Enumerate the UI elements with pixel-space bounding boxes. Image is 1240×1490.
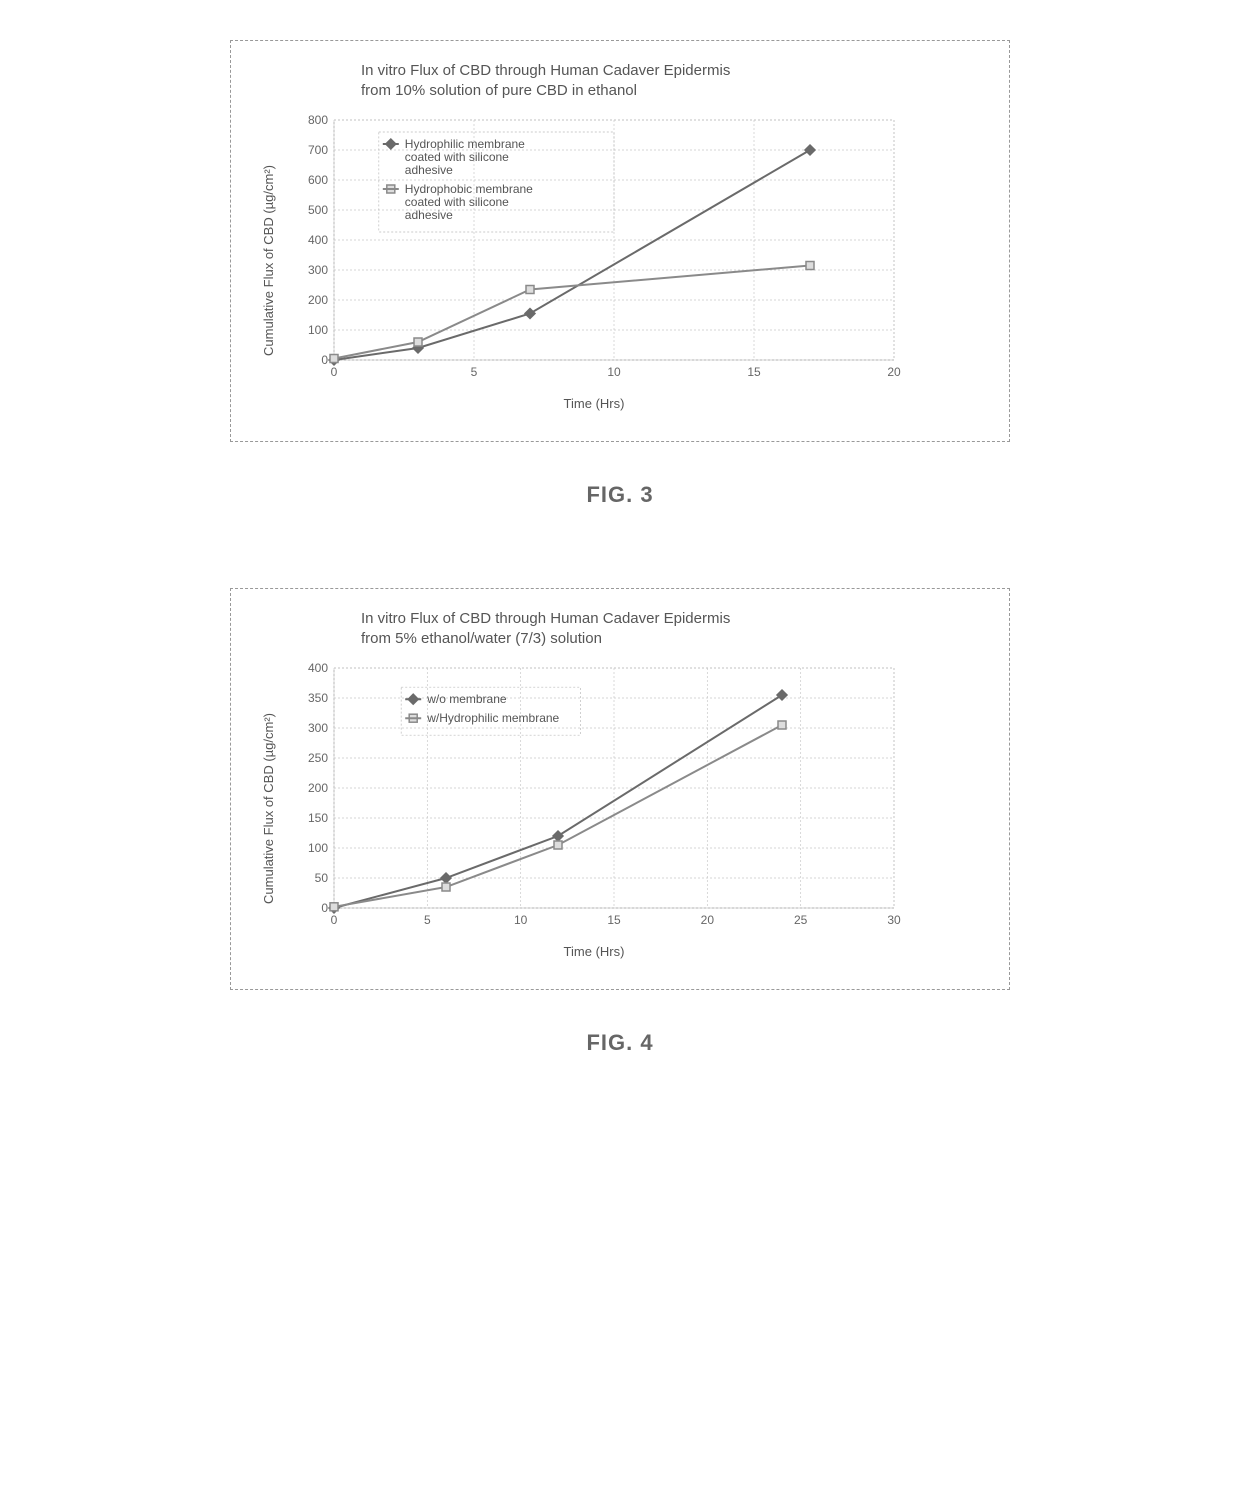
svg-text:300: 300	[308, 721, 328, 735]
y-axis-label: Cumulative Flux of CBD (µg/cm²)	[261, 165, 276, 356]
chart-title: In vitro Flux of CBD through Human Cadav…	[361, 609, 979, 648]
x-axis-label: Time (Hrs)	[284, 944, 904, 959]
svg-text:0: 0	[331, 365, 338, 379]
svg-text:Hydrophobic membrane: Hydrophobic membrane	[405, 182, 533, 196]
svg-text:500: 500	[308, 203, 328, 217]
svg-text:200: 200	[308, 781, 328, 795]
svg-text:300: 300	[308, 263, 328, 277]
svg-text:5: 5	[424, 913, 431, 927]
figure-caption: FIG. 4	[40, 1030, 1200, 1056]
chart-svg: 0 100 200 300 400 500 600 700 800 0 5 10 15 20 Hydrop…	[284, 110, 904, 390]
svg-text:20: 20	[887, 365, 901, 379]
svg-text:15: 15	[607, 913, 621, 927]
svg-text:20: 20	[701, 913, 715, 927]
chart-title: In vitro Flux of CBD through Human Cadav…	[361, 61, 979, 100]
svg-text:100: 100	[308, 841, 328, 855]
svg-text:adhesive: adhesive	[405, 208, 453, 222]
y-axis-label: Cumulative Flux of CBD (µg/cm²)	[261, 713, 276, 904]
svg-text:600: 600	[308, 173, 328, 187]
svg-text:100: 100	[308, 323, 328, 337]
svg-text:adhesive: adhesive	[405, 163, 453, 177]
svg-text:15: 15	[747, 365, 761, 379]
svg-text:30: 30	[887, 913, 901, 927]
svg-text:400: 400	[308, 233, 328, 247]
svg-text:25: 25	[794, 913, 808, 927]
svg-text:Hydrophilic membrane: Hydrophilic membrane	[405, 137, 525, 151]
svg-text:coated with silicone: coated with silicone	[405, 150, 509, 164]
x-axis-label: Time (Hrs)	[284, 396, 904, 411]
svg-text:50: 50	[315, 871, 329, 885]
svg-text:350: 350	[308, 691, 328, 705]
svg-text:10: 10	[514, 913, 528, 927]
svg-text:w/o membrane: w/o membrane	[426, 692, 507, 706]
figure-caption: FIG. 3	[40, 482, 1200, 508]
figure-3: In vitro Flux of CBD through Human Cadav…	[230, 40, 1010, 442]
svg-text:250: 250	[308, 751, 328, 765]
svg-text:10: 10	[607, 365, 621, 379]
svg-text:400: 400	[308, 661, 328, 675]
svg-text:coated with silicone: coated with silicone	[405, 195, 509, 209]
svg-text:0: 0	[331, 913, 338, 927]
figure-4: In vitro Flux of CBD through Human Cadav…	[230, 588, 1010, 990]
svg-text:700: 700	[308, 143, 328, 157]
svg-text:200: 200	[308, 293, 328, 307]
svg-text:800: 800	[308, 113, 328, 127]
chart-svg: 0 50 100 150 200 250 300 350 400 0 5 10 15 20 25 30 w/o…	[284, 658, 904, 938]
svg-text:5: 5	[471, 365, 478, 379]
svg-text:0: 0	[321, 353, 328, 367]
svg-text:0: 0	[321, 901, 328, 915]
svg-text:w/Hydrophilic membrane: w/Hydrophilic membrane	[426, 711, 559, 725]
svg-text:150: 150	[308, 811, 328, 825]
